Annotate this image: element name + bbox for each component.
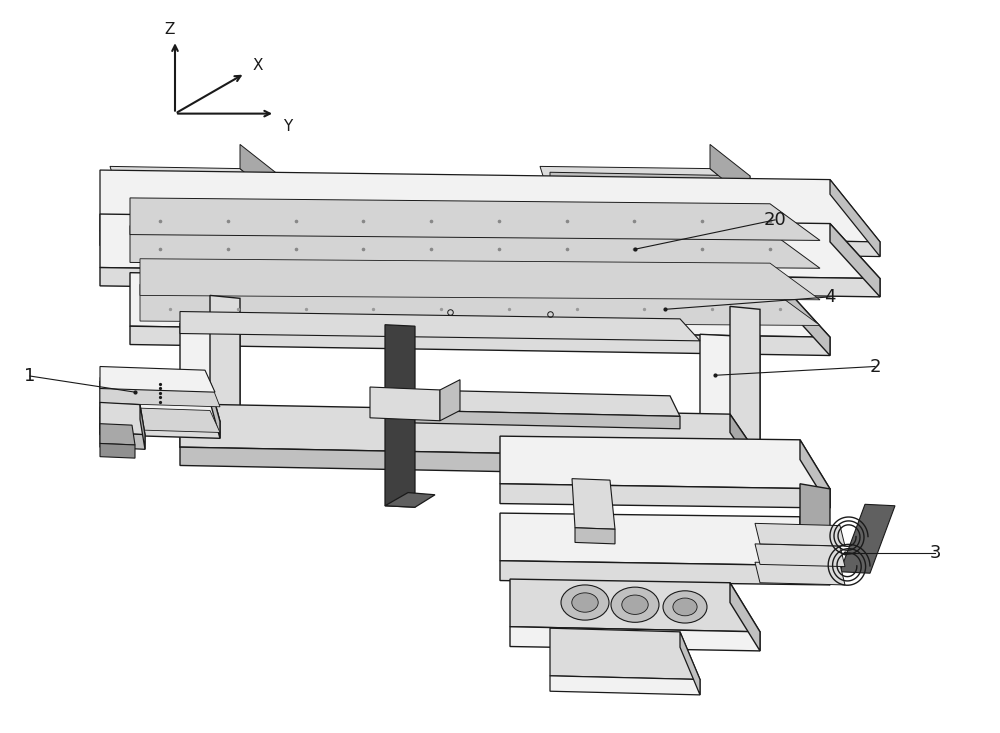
Polygon shape: [120, 172, 280, 202]
Circle shape: [561, 585, 609, 620]
Polygon shape: [510, 579, 760, 632]
Polygon shape: [140, 284, 820, 325]
Polygon shape: [510, 627, 760, 651]
Polygon shape: [500, 561, 830, 585]
Polygon shape: [540, 166, 750, 202]
Text: 4: 4: [824, 288, 836, 306]
Polygon shape: [180, 323, 240, 450]
Polygon shape: [100, 407, 220, 432]
Polygon shape: [100, 214, 880, 279]
Polygon shape: [130, 273, 830, 337]
Polygon shape: [500, 484, 830, 508]
Polygon shape: [500, 513, 830, 566]
Polygon shape: [180, 404, 760, 458]
Polygon shape: [572, 479, 615, 529]
Circle shape: [572, 593, 598, 612]
Polygon shape: [700, 334, 760, 461]
Polygon shape: [180, 312, 700, 341]
Polygon shape: [385, 325, 415, 507]
Polygon shape: [370, 387, 440, 421]
Text: 3: 3: [929, 545, 941, 562]
Text: 20: 20: [764, 211, 786, 229]
Circle shape: [663, 591, 707, 623]
Polygon shape: [130, 198, 820, 240]
Polygon shape: [780, 282, 830, 356]
Polygon shape: [100, 231, 880, 257]
Polygon shape: [550, 676, 700, 695]
Circle shape: [611, 587, 659, 622]
Polygon shape: [100, 443, 135, 458]
Polygon shape: [100, 432, 145, 449]
Polygon shape: [550, 628, 700, 679]
Polygon shape: [800, 484, 830, 568]
Polygon shape: [830, 224, 880, 297]
Polygon shape: [100, 170, 880, 242]
Text: 1: 1: [24, 367, 36, 385]
Circle shape: [622, 595, 648, 614]
Polygon shape: [130, 226, 820, 268]
Polygon shape: [100, 402, 145, 435]
Polygon shape: [550, 172, 750, 202]
Polygon shape: [385, 493, 435, 507]
Polygon shape: [800, 440, 830, 508]
Polygon shape: [755, 523, 845, 546]
Polygon shape: [210, 295, 240, 450]
Polygon shape: [210, 385, 220, 438]
Polygon shape: [575, 528, 615, 544]
Polygon shape: [730, 414, 760, 476]
Polygon shape: [830, 180, 880, 257]
Polygon shape: [730, 583, 760, 651]
Polygon shape: [100, 381, 220, 421]
Polygon shape: [710, 144, 750, 202]
Polygon shape: [110, 166, 280, 202]
Polygon shape: [755, 544, 845, 567]
Polygon shape: [140, 259, 820, 300]
Text: 2: 2: [869, 358, 881, 375]
Polygon shape: [730, 306, 760, 461]
Polygon shape: [180, 447, 760, 476]
Polygon shape: [755, 562, 845, 585]
Polygon shape: [415, 390, 680, 416]
Polygon shape: [840, 504, 895, 573]
Polygon shape: [140, 405, 145, 449]
Polygon shape: [100, 366, 215, 392]
Polygon shape: [100, 418, 220, 438]
Polygon shape: [100, 268, 880, 297]
Polygon shape: [100, 377, 220, 407]
Polygon shape: [415, 410, 680, 429]
Text: Z: Z: [165, 22, 175, 37]
Text: Y: Y: [283, 119, 293, 133]
Polygon shape: [800, 517, 830, 585]
Circle shape: [673, 598, 697, 616]
Polygon shape: [100, 424, 135, 445]
Polygon shape: [130, 326, 830, 356]
Polygon shape: [680, 632, 700, 695]
Text: X: X: [253, 59, 263, 73]
Polygon shape: [240, 144, 280, 202]
Polygon shape: [500, 436, 830, 489]
Polygon shape: [440, 380, 460, 421]
